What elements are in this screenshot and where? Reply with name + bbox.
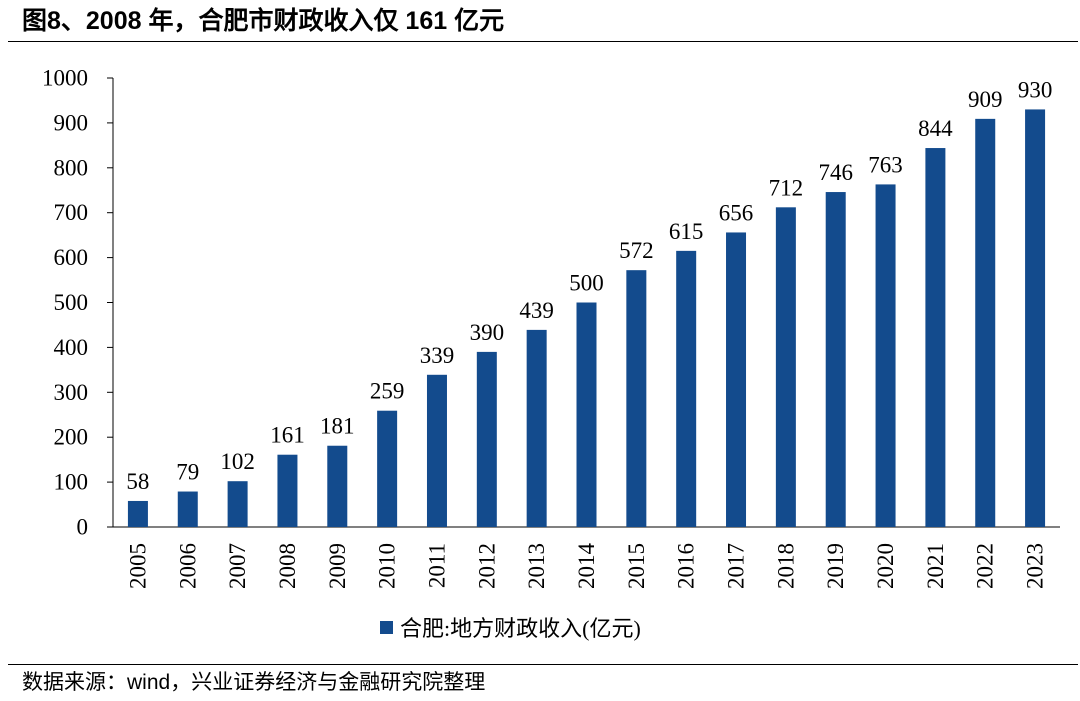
chart-legend: 合肥:地方财政收入(亿元): [380, 612, 641, 642]
data-label: 390: [470, 320, 505, 345]
data-label: 656: [719, 200, 754, 225]
x-tick-label: 2016: [674, 543, 699, 589]
x-tick-label: 2019: [823, 543, 848, 589]
y-tick-label: 400: [54, 335, 89, 360]
data-label: 746: [818, 160, 853, 185]
y-tick-label: 200: [54, 425, 89, 450]
x-tick-label: 2015: [624, 543, 649, 589]
x-tick-label: 2007: [225, 543, 250, 589]
bar: [676, 250, 697, 528]
bar: [277, 454, 298, 527]
x-tick-label: 2008: [275, 543, 300, 589]
data-label: 712: [769, 175, 804, 200]
x-tick-label: 2023: [1023, 543, 1048, 589]
legend-label: 合肥:地方财政收入(亿元): [400, 616, 641, 641]
source-divider: [8, 664, 1078, 665]
y-tick-label: 900: [54, 110, 89, 135]
data-label: 909: [968, 87, 1003, 112]
bar: [526, 329, 547, 527]
x-tick-label: 2022: [973, 543, 998, 589]
y-tick-label: 500: [54, 290, 89, 315]
y-tick-label: 100: [54, 470, 89, 495]
bar: [377, 410, 398, 527]
data-label: 763: [868, 152, 903, 177]
x-tick-label: 2013: [524, 543, 549, 589]
bar: [227, 481, 248, 527]
x-tick-label: 2006: [175, 543, 200, 589]
x-tick-label: 2012: [474, 543, 499, 589]
data-label: 181: [320, 414, 355, 439]
y-tick-label: 0: [77, 515, 89, 540]
data-label: 844: [918, 116, 953, 141]
bar: [875, 184, 896, 527]
data-label: 102: [220, 449, 255, 474]
data-label: 930: [1018, 77, 1053, 102]
bar: [127, 500, 148, 527]
x-tick-label: 2010: [375, 543, 400, 589]
data-label: 79: [176, 460, 199, 485]
bar: [775, 207, 796, 527]
bar: [327, 445, 348, 527]
data-label: 439: [519, 298, 554, 323]
x-tick-label: 2021: [923, 543, 948, 589]
data-label: 58: [126, 469, 149, 494]
bar: [726, 232, 747, 527]
bar: [426, 374, 447, 527]
x-tick-label: 2017: [724, 543, 749, 589]
x-tick-label: 2011: [424, 543, 449, 588]
x-tick-label: 2009: [325, 543, 350, 589]
y-tick-label: 800: [54, 155, 89, 180]
source-note: 数据来源：wind，兴业证券经济与金融研究院整理: [22, 671, 486, 694]
bar: [1025, 109, 1046, 528]
data-label: 259: [370, 379, 405, 404]
bar: [177, 491, 198, 527]
y-tick-label: 1000: [42, 66, 88, 91]
data-label: 339: [420, 343, 455, 368]
bar: [576, 302, 597, 527]
bar: [825, 192, 846, 527]
bar: [975, 118, 996, 527]
y-tick-label: 300: [54, 380, 89, 405]
legend-swatch: [380, 620, 393, 634]
data-label: 572: [619, 238, 654, 263]
figure-title: 图8、2008 年，合肥市财政收入仅 161 亿元: [22, 7, 505, 35]
bar: [626, 270, 647, 527]
data-label: 615: [669, 219, 704, 244]
x-tick-label: 2005: [125, 543, 150, 589]
x-tick-label: 2014: [574, 543, 599, 590]
x-tick-label: 2018: [773, 543, 798, 589]
y-tick-label: 700: [54, 200, 89, 225]
data-label: 161: [270, 423, 305, 448]
title-divider: [8, 41, 1078, 42]
bar: [476, 351, 497, 527]
bar: [925, 148, 946, 527]
x-tick-label: 2020: [873, 543, 898, 589]
y-tick-label: 600: [54, 245, 89, 270]
data-label: 500: [569, 271, 604, 296]
